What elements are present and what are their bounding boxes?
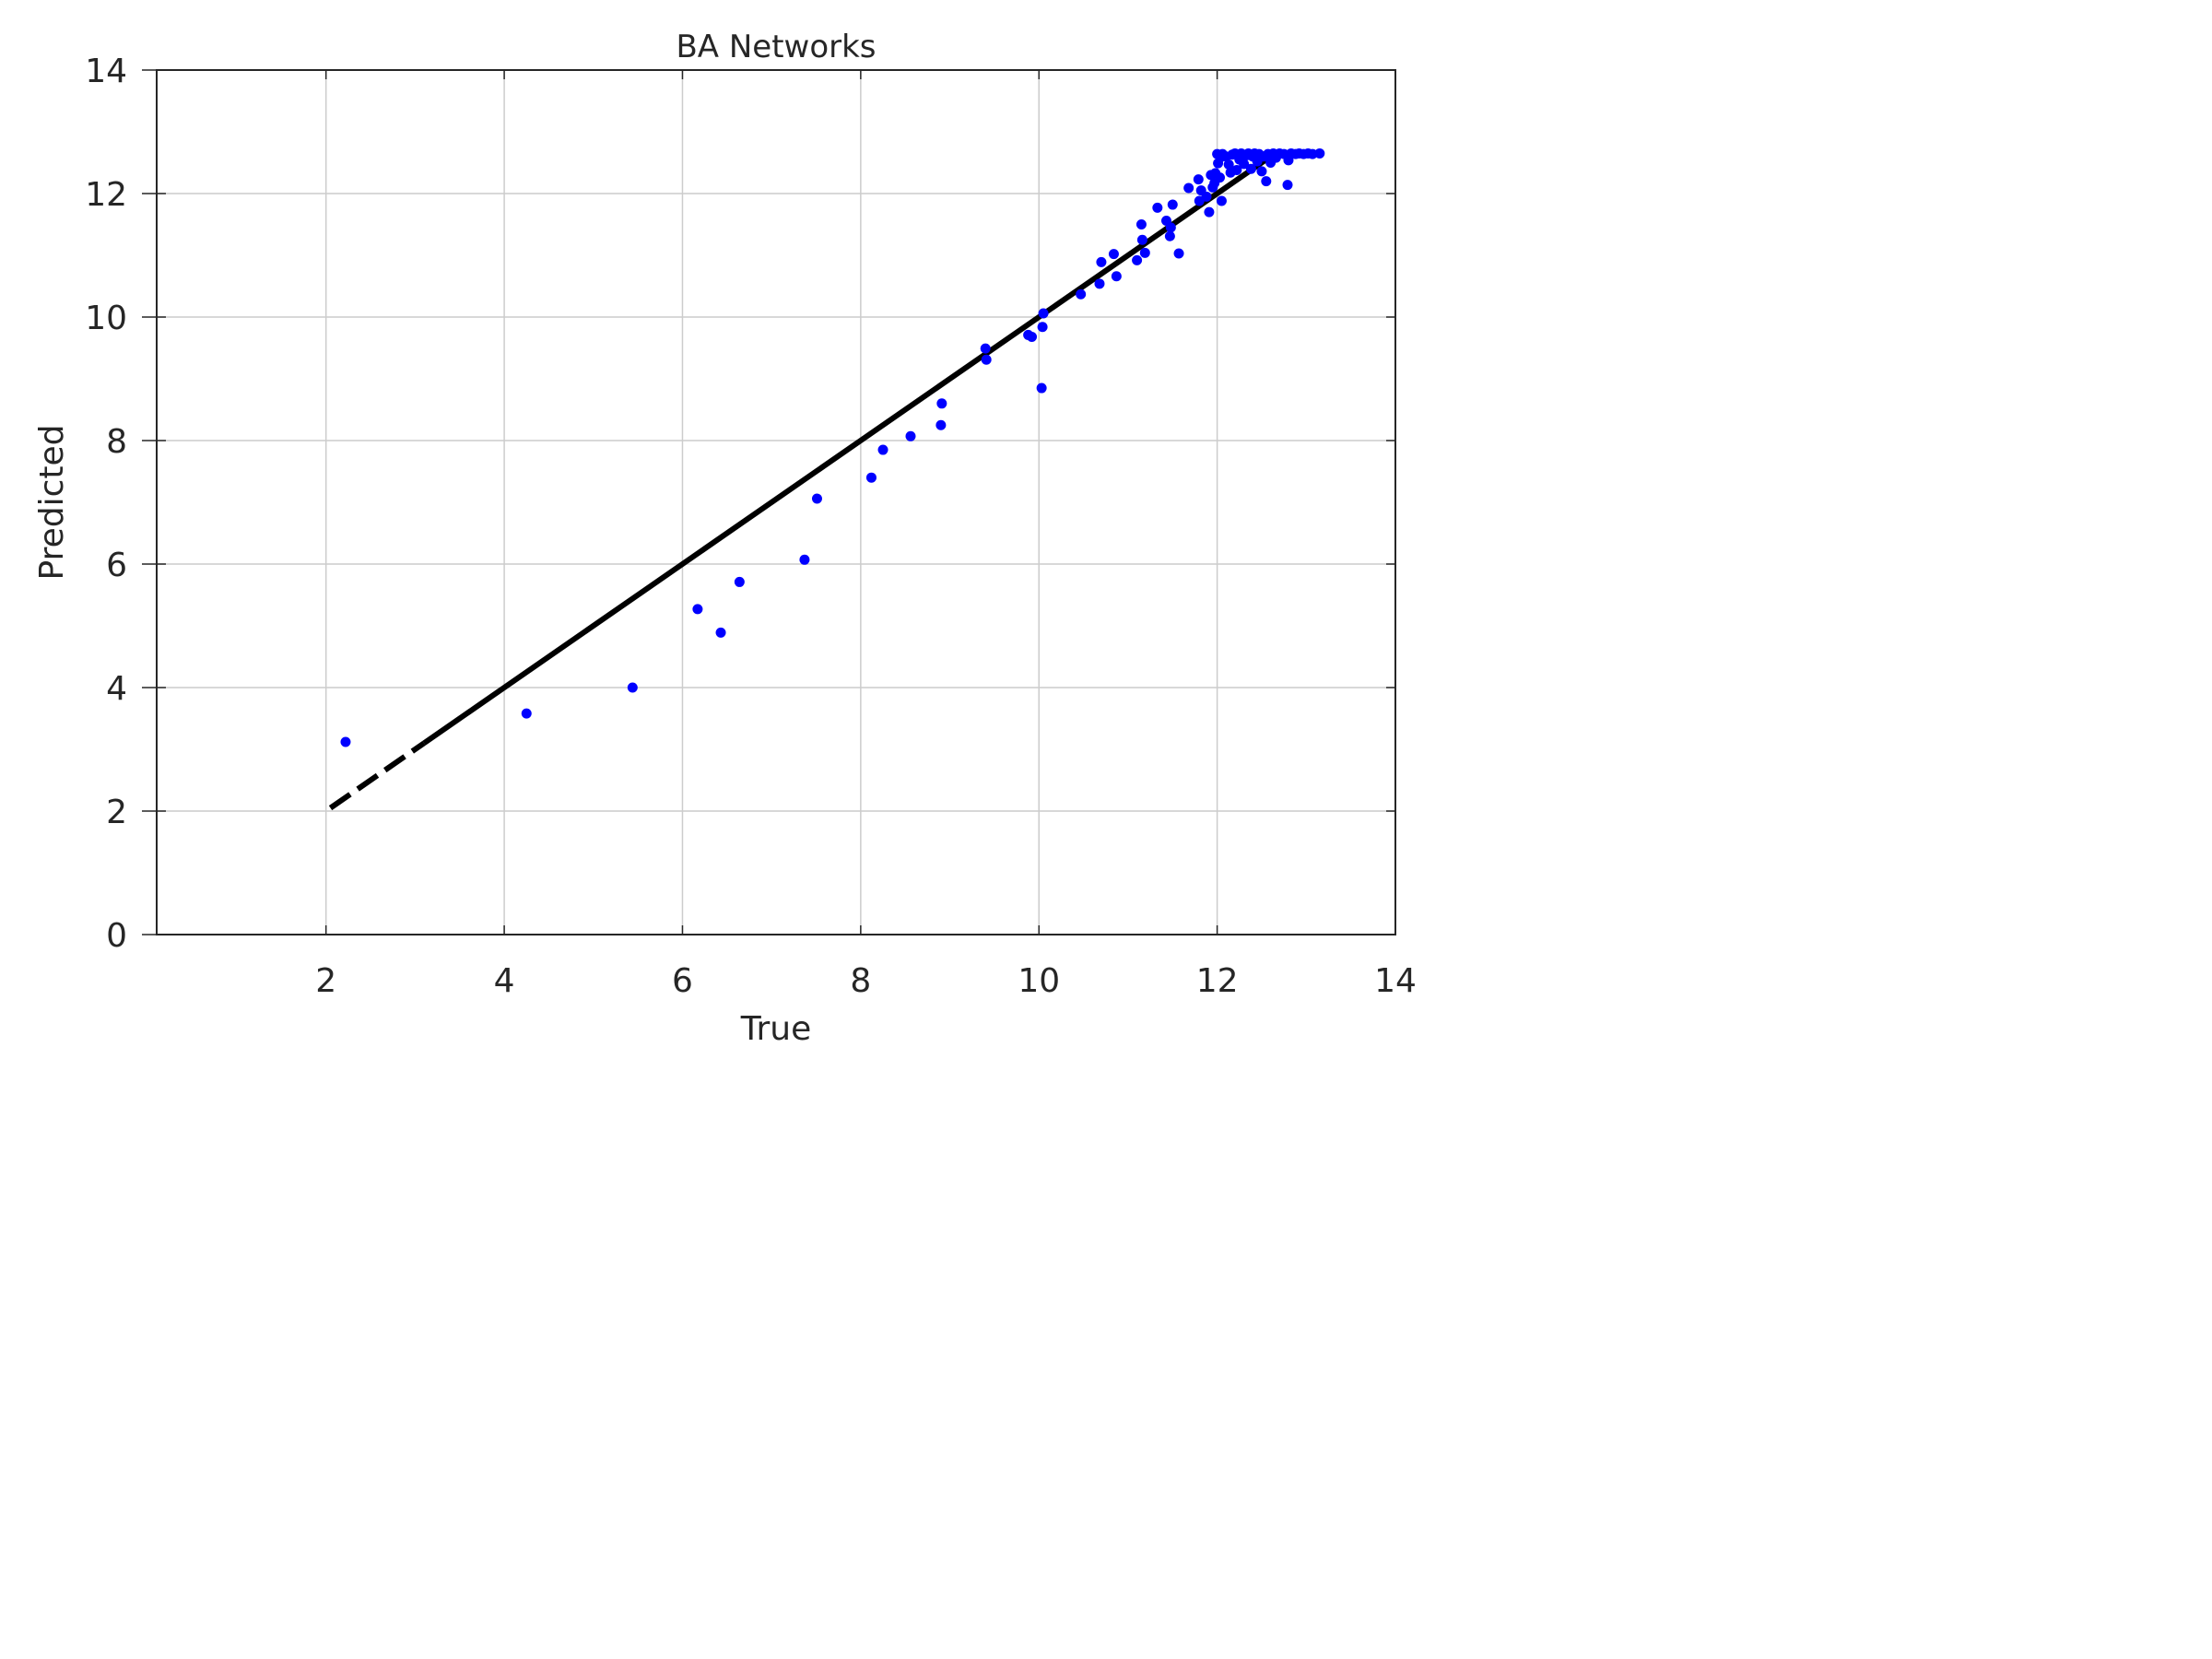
axis-ticks: 2 4 6 8 10 12 14 0 2 4 6 8 10 12 14 bbox=[85, 53, 1417, 1000]
y-axis-label: Predicted bbox=[33, 425, 71, 581]
data-point bbox=[1108, 249, 1119, 260]
data-point bbox=[1096, 256, 1107, 267]
plot-frame bbox=[156, 69, 1396, 935]
data-point bbox=[1094, 278, 1105, 289]
data-point bbox=[1201, 191, 1212, 202]
data-point bbox=[1282, 180, 1293, 191]
x-tick-label: 8 bbox=[850, 962, 871, 1000]
y-tick-label: 14 bbox=[85, 53, 127, 90]
data-point bbox=[1204, 206, 1215, 218]
data-point bbox=[1136, 234, 1147, 245]
data-point bbox=[1135, 219, 1147, 229]
x-tick-label: 2 bbox=[315, 962, 336, 1000]
data-point bbox=[935, 419, 947, 430]
data-point bbox=[865, 472, 877, 483]
y-tick-label: 2 bbox=[106, 794, 127, 831]
data-point bbox=[905, 430, 916, 441]
data-point bbox=[877, 444, 888, 455]
data-point bbox=[1231, 165, 1242, 176]
reference-line-dashed bbox=[328, 740, 426, 811]
data-point bbox=[715, 627, 726, 638]
data-point bbox=[811, 493, 822, 504]
reference-line-solid bbox=[422, 150, 1277, 746]
data-point bbox=[692, 604, 703, 615]
data-point bbox=[936, 398, 947, 409]
reference-line bbox=[328, 150, 1277, 811]
scatter-chart: 2 4 6 8 10 12 14 0 2 4 6 8 10 12 14 BA Networks True P… bbox=[33, 29, 1417, 1048]
data-point bbox=[1261, 176, 1272, 187]
data-point bbox=[1223, 159, 1234, 171]
chart-container: 2 4 6 8 10 12 14 0 2 4 6 8 10 12 14 BA Networks True P… bbox=[0, 0, 1445, 1077]
data-point bbox=[734, 576, 745, 587]
x-tick-label: 10 bbox=[1018, 962, 1060, 1000]
y-tick-label: 4 bbox=[106, 670, 127, 708]
data-point bbox=[1183, 182, 1194, 194]
data-point bbox=[1037, 322, 1048, 333]
data-point bbox=[1165, 222, 1176, 233]
chart-title: BA Networks bbox=[676, 29, 876, 65]
grid-lines bbox=[157, 69, 1396, 935]
data-point bbox=[1027, 331, 1038, 342]
data-point bbox=[799, 554, 810, 565]
y-tick-label: 12 bbox=[85, 176, 127, 214]
y-tick-label: 8 bbox=[106, 423, 127, 461]
data-point bbox=[1139, 247, 1150, 258]
data-point bbox=[627, 682, 638, 693]
data-point bbox=[1245, 163, 1256, 174]
data-point bbox=[1111, 271, 1122, 282]
data-point bbox=[521, 708, 532, 719]
data-point bbox=[1215, 172, 1226, 183]
data-point bbox=[1152, 202, 1163, 213]
x-tick-label: 12 bbox=[1196, 962, 1239, 1000]
data-point bbox=[1173, 248, 1184, 259]
data-point bbox=[1216, 195, 1227, 206]
data-point bbox=[1038, 308, 1049, 319]
x-tick-label: 6 bbox=[672, 962, 693, 1000]
x-tick-label: 14 bbox=[1374, 962, 1417, 1000]
data-point bbox=[1314, 147, 1325, 159]
x-axis-label: True bbox=[740, 1010, 811, 1048]
data-point bbox=[1036, 382, 1047, 394]
x-tick-label: 4 bbox=[494, 962, 515, 1000]
data-point bbox=[1164, 230, 1175, 241]
data-point bbox=[1256, 166, 1267, 177]
data-point bbox=[1193, 174, 1204, 185]
y-tick-label: 6 bbox=[106, 547, 127, 584]
data-points bbox=[340, 147, 1325, 747]
data-point bbox=[1076, 288, 1087, 300]
data-point bbox=[1167, 199, 1178, 210]
data-point bbox=[981, 354, 992, 365]
y-tick-label: 10 bbox=[85, 300, 127, 337]
y-tick-label: 0 bbox=[106, 917, 127, 955]
data-point bbox=[1239, 159, 1250, 170]
data-point bbox=[980, 343, 991, 354]
data-point bbox=[340, 736, 351, 747]
data-point bbox=[1132, 254, 1143, 265]
